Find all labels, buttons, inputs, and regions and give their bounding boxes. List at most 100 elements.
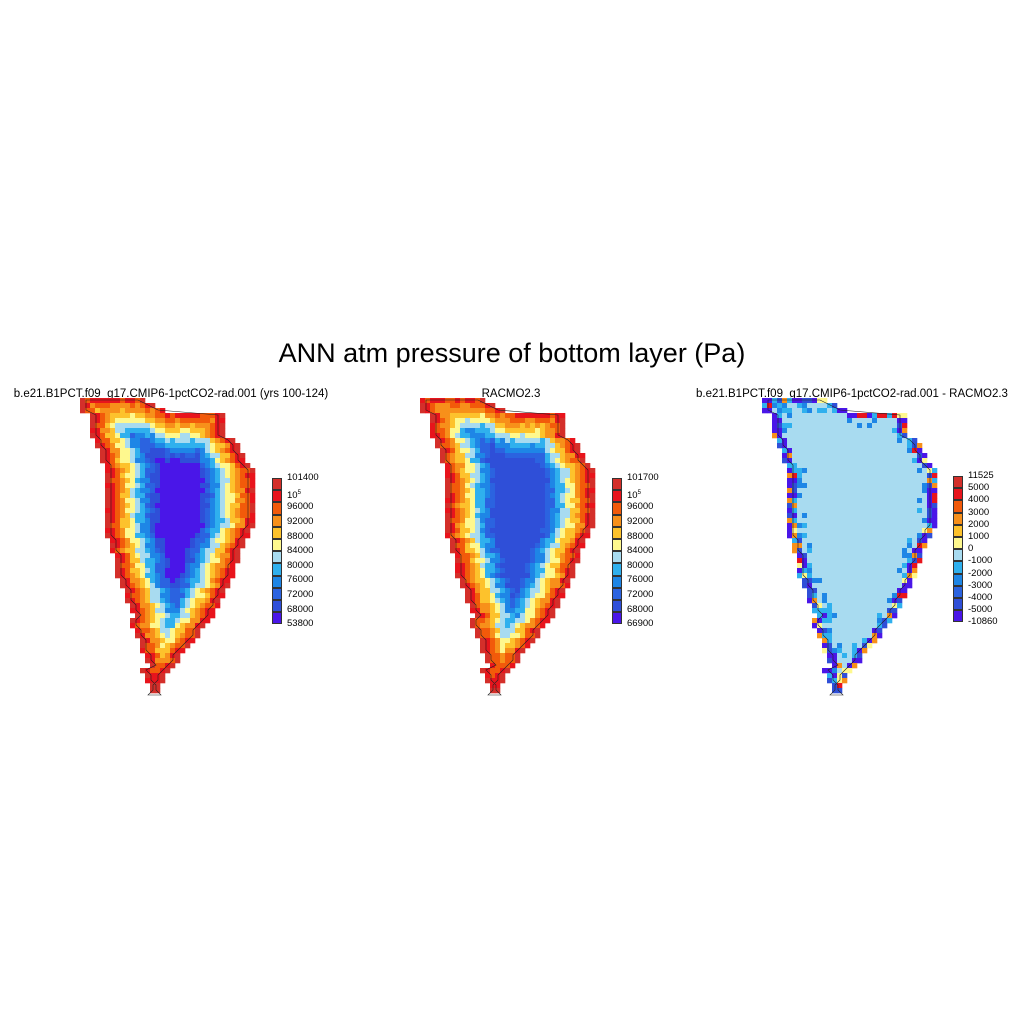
map-cell [797,483,803,489]
map-cell [505,498,511,504]
map-cell [812,588,818,594]
map-cell [882,523,888,529]
map-cell [220,573,226,579]
map-cell [475,418,481,424]
map-cell [190,553,196,559]
map-cell [120,443,126,449]
map-cell [882,563,888,569]
map-cell [445,523,451,529]
map-cell [135,453,141,459]
map-cell [842,513,848,519]
map-cell [210,463,216,469]
map-cell [135,483,141,489]
map-cell [812,623,818,629]
map-cell [525,503,531,509]
map-cell [510,613,516,619]
map-cell [797,433,803,439]
map-cell [897,488,903,494]
map-cell [215,483,221,489]
map-cell [520,593,526,599]
map-cell [115,438,121,444]
map-cell [827,423,833,429]
map-cell [887,503,893,509]
map-cell [225,548,231,554]
map-cell [525,628,531,634]
map-cell [180,523,186,529]
map-cell [130,513,136,519]
map-cell [530,603,536,609]
map-cell [465,558,471,564]
map-cell [210,543,216,549]
map-cell [500,658,506,664]
map-cell [445,508,451,514]
map-cell [872,483,878,489]
map-cell [832,418,838,424]
map-cell [130,573,136,579]
map-cell [235,528,241,534]
map-cell [852,413,858,419]
map-cell [530,533,536,539]
map-cell [530,573,536,579]
map-cell [842,628,848,634]
map-cell [530,618,536,624]
map-cell [877,568,883,574]
map-cell [235,553,241,559]
map-cell [555,513,561,519]
map-cell [510,518,516,524]
map-cell [105,433,111,439]
map-cell [807,568,813,574]
map-cell [782,423,788,429]
map-cell [872,463,878,469]
map-cell [455,473,461,479]
map-cell [145,413,151,419]
map-cell [190,443,196,449]
map-cell [917,463,923,469]
map-cell [862,473,868,479]
map-cell [902,518,908,524]
map-cell [882,538,888,544]
map-cell [842,633,848,639]
colorbar-label: 1000 [968,531,990,542]
map-cell [580,468,586,474]
map-cell [500,528,506,534]
map-cell [837,458,843,464]
map-cell [135,418,141,424]
map-cell [882,568,888,574]
map-cell [560,483,566,489]
map-cell [480,403,486,409]
map-cell [465,398,471,404]
map-cell [185,553,191,559]
map-cell [505,443,511,449]
map-cell [802,498,808,504]
map-cell [827,573,833,579]
map-cell [822,423,828,429]
map-cell [792,398,798,404]
map-cell [160,578,166,584]
map-cell [155,573,161,579]
map-cell [832,428,838,434]
map-cell [867,523,873,529]
map-cell [802,563,808,569]
map-cell [150,658,156,664]
map-cell [115,473,121,479]
map-cell [817,568,823,574]
map-cell [500,418,506,424]
map-cell [470,453,476,459]
map-cell [160,623,166,629]
map-cell [480,523,486,529]
map-cell [500,543,506,549]
map-cell [842,443,848,449]
map-cell [797,513,803,519]
map-cell [440,398,446,404]
map-cell [837,428,843,434]
map-cell [180,513,186,519]
map-cell [480,543,486,549]
map-cell [857,618,863,624]
map-cell [130,478,136,484]
map-cell [430,403,436,409]
map-cell [535,518,541,524]
map-cell [150,448,156,454]
map-cell [480,458,486,464]
map-cell [110,543,116,549]
map-cell [160,413,166,419]
